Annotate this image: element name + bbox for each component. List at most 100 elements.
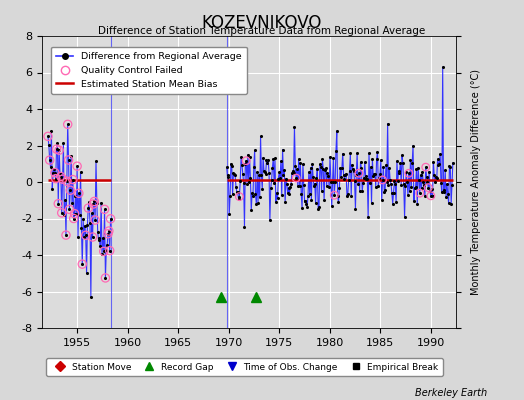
Point [101, 275, 110, 281]
Point [361, 159, 369, 166]
Point [93, 229, 102, 235]
Point [52, 146, 61, 152]
Point [280, 167, 289, 173]
Point [335, 185, 344, 192]
Point [88, 210, 96, 216]
Point [381, 187, 389, 194]
Point [390, 178, 399, 184]
Point [315, 161, 324, 168]
Point [245, 154, 254, 161]
Point [104, 230, 112, 237]
Point [285, 191, 293, 198]
Point [411, 184, 420, 191]
Point [52, 146, 61, 152]
Point [81, 222, 89, 229]
Point [366, 180, 374, 186]
Point [342, 170, 351, 177]
Point [362, 173, 370, 180]
Point [57, 173, 65, 180]
Point [55, 147, 63, 154]
Point [63, 121, 72, 128]
Point [375, 175, 384, 182]
Point [391, 181, 399, 187]
Point [355, 188, 364, 194]
Point [441, 167, 450, 174]
Point [358, 188, 366, 194]
Point [323, 170, 332, 176]
Point [410, 184, 419, 191]
Point [53, 140, 62, 146]
Point [310, 183, 318, 189]
Point [89, 234, 97, 240]
Point [95, 234, 104, 241]
Point [311, 200, 320, 206]
Text: Difference of Station Temperature Data from Regional Average: Difference of Station Temperature Data f… [99, 26, 425, 36]
Point [318, 156, 326, 162]
Point [256, 194, 264, 200]
Point [293, 183, 302, 189]
Point [322, 165, 330, 171]
Point [385, 165, 394, 172]
Point [243, 180, 251, 187]
Point [64, 157, 73, 163]
Point [364, 214, 373, 220]
Point [265, 170, 273, 176]
Point [322, 182, 331, 189]
Point [254, 200, 262, 206]
Point [379, 164, 388, 170]
Point [346, 150, 355, 157]
Point [393, 158, 401, 164]
Point [314, 206, 322, 212]
Point [368, 156, 377, 162]
Point [86, 220, 94, 226]
Point [228, 191, 237, 198]
Point [426, 188, 434, 195]
Point [389, 190, 398, 196]
Point [446, 164, 454, 170]
Point [290, 124, 299, 130]
Point [50, 166, 58, 172]
Point [235, 193, 244, 200]
Point [447, 200, 455, 207]
Point [274, 175, 282, 182]
Point [274, 195, 282, 202]
Point [294, 156, 303, 162]
Point [439, 64, 447, 70]
Point [252, 191, 260, 197]
Point [305, 191, 314, 197]
Point [97, 199, 105, 206]
Point [345, 168, 354, 175]
Point [320, 196, 329, 203]
Point [296, 183, 304, 189]
Point [331, 178, 340, 185]
Point [44, 133, 52, 140]
Point [80, 234, 88, 240]
Point [328, 203, 336, 210]
Point [405, 170, 413, 176]
Point [397, 182, 406, 188]
Point [51, 176, 60, 182]
Point [343, 193, 351, 200]
Point [101, 275, 110, 281]
Point [92, 158, 100, 164]
Point [66, 187, 74, 194]
Point [69, 176, 77, 183]
Point [388, 200, 397, 207]
Point [49, 170, 57, 176]
Point [321, 167, 329, 174]
Point [307, 164, 315, 171]
Point [300, 182, 308, 188]
Point [413, 201, 421, 208]
Point [384, 120, 392, 127]
Point [277, 158, 285, 164]
Point [378, 177, 387, 183]
Point [330, 192, 339, 198]
Point [355, 170, 363, 176]
Point [91, 217, 100, 223]
Point [94, 237, 103, 243]
Point [401, 183, 410, 190]
Point [68, 200, 76, 206]
Point [312, 174, 321, 181]
Point [84, 205, 92, 211]
Point [448, 181, 456, 188]
